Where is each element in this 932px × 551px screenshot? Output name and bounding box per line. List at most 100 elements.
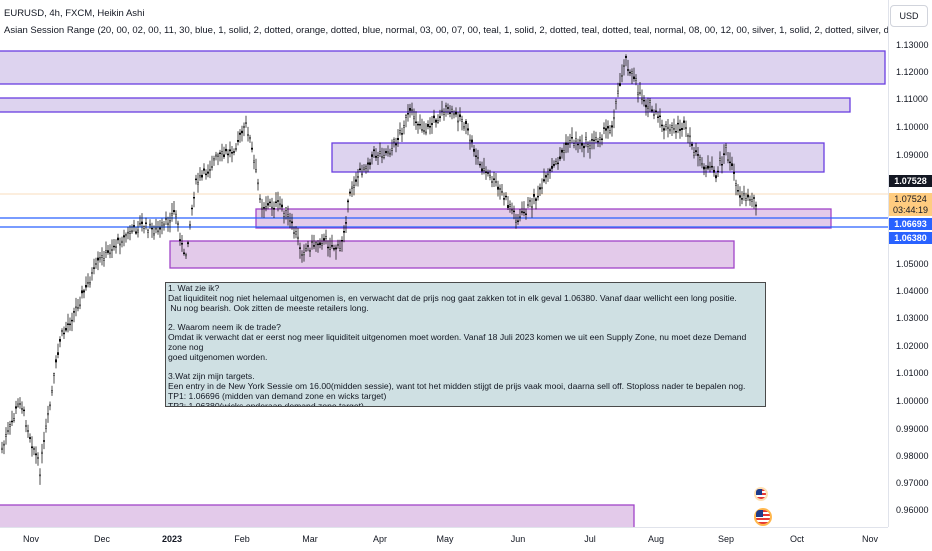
candle-body: [547, 173, 550, 176]
candle-body: [685, 127, 688, 129]
supply-zone-2[interactable]: [0, 97, 851, 113]
candle-body: [144, 222, 147, 224]
price-tick-label: 1.00000: [896, 396, 929, 406]
candle-body: [252, 160, 255, 163]
candle-body: [124, 233, 127, 237]
candle-body: [407, 113, 410, 115]
candle-body: [573, 143, 576, 146]
candle-body: [687, 134, 690, 137]
candle-body: [559, 156, 562, 160]
candle-body: [607, 126, 610, 129]
candle-body: [427, 123, 430, 127]
candle-body: [671, 124, 674, 128]
candle-body: [313, 245, 316, 247]
candle-body: [78, 304, 81, 307]
candle-body: [329, 247, 332, 250]
candle-body: [82, 290, 85, 293]
candle-body: [387, 151, 390, 154]
candle-body: [343, 230, 346, 233]
candle-body: [70, 319, 73, 322]
analysis-note[interactable]: 1. Wat zie ik? Dat liquiditeit nog niet h…: [165, 282, 766, 407]
candle-body: [337, 244, 340, 246]
candle-body: [184, 254, 187, 257]
time-tick-label: Nov: [861, 534, 879, 544]
candle-body: [383, 155, 386, 158]
candle-body: [259, 198, 262, 200]
candle-body: [128, 231, 131, 234]
candle-body: [355, 179, 358, 182]
candle-body: [80, 290, 83, 294]
us-flag-event-icon[interactable]: [754, 487, 768, 501]
candle-body: [371, 154, 374, 157]
time-scale[interactable]: Nov Dec 2023 Feb Mar Apr May Jun Jul Aug Sep Oct Nov: [0, 527, 888, 551]
candle-body: [55, 359, 58, 363]
price-tick-label: 1.01000: [896, 368, 929, 378]
candle-body: [134, 231, 137, 234]
symbol-legend[interactable]: EURUSD, 4h, FXCM, Heikin Ashi: [4, 8, 145, 19]
us-flag-event-icon[interactable]: [754, 508, 772, 526]
candle-body: [465, 121, 468, 125]
candle-body: [186, 242, 189, 245]
candle-body: [455, 111, 458, 115]
candle-body: [691, 143, 694, 146]
candle-body: [367, 162, 370, 165]
candle-body: [110, 249, 113, 251]
candle-body: [487, 172, 490, 174]
candle-body: [745, 198, 748, 201]
candle-body: [599, 137, 602, 140]
candle-body: [415, 121, 418, 124]
candle-body: [519, 215, 522, 218]
note-line: 3.Wat zijn mijn targets.: [168, 371, 255, 382]
candle-body: [166, 222, 169, 225]
candle-body: [204, 173, 207, 176]
candle-body: [192, 196, 195, 199]
candle-body: [295, 231, 298, 235]
candle-body: [721, 163, 724, 166]
candle-body: [509, 204, 512, 207]
candle-body: [489, 174, 492, 178]
candle-body: [451, 108, 454, 112]
supply-zone-top[interactable]: [0, 50, 886, 85]
note-line: TP1: 1.06696 (midden van demand zone en …: [168, 390, 387, 401]
candle-body: [158, 227, 161, 230]
candle-body: [164, 218, 167, 220]
candle-body: [224, 148, 227, 152]
candle-body: [72, 311, 75, 313]
candle-body: [411, 109, 414, 111]
candle-body: [421, 128, 424, 131]
demand-zone-2[interactable]: [169, 240, 735, 269]
candle-body: [629, 71, 632, 74]
candle-body: [240, 130, 243, 134]
indicator-legend[interactable]: Asian Session Range (20, 00, 02, 00, 11,…: [4, 25, 888, 36]
candle-body: [218, 152, 221, 155]
candle-body: [435, 119, 438, 123]
candle-body: [695, 150, 698, 153]
candle-body: [501, 190, 504, 193]
demand-zone-bottom[interactable]: [0, 504, 635, 527]
candle-body: [172, 210, 175, 213]
candle-body: [214, 154, 217, 157]
candle-body: [178, 239, 181, 241]
currency-button[interactable]: USD: [890, 5, 928, 27]
candle-body: [112, 245, 115, 248]
candle-body: [659, 115, 662, 118]
candle-body: [41, 451, 44, 454]
candle-body: [515, 220, 518, 223]
candle-body: [102, 258, 105, 261]
candle-body: [363, 167, 366, 170]
candle-body: [291, 221, 294, 224]
price-chart[interactable]: [0, 0, 888, 527]
candle-body: [341, 239, 344, 242]
candle-body: [635, 78, 638, 81]
candle-body: [277, 200, 280, 202]
candle-body: [216, 154, 219, 157]
price-scale[interactable]: 1.130001.120001.110001.100001.090001.080…: [888, 0, 932, 527]
candle-body: [265, 206, 268, 209]
candle-body: [473, 148, 476, 152]
candle-body: [126, 231, 129, 234]
candle-body: [713, 169, 716, 173]
note-line: 2. Waarom neem ik de trade?: [168, 322, 281, 333]
candle-body: [361, 173, 364, 176]
time-tick-label: Dec: [93, 534, 111, 544]
candle-body: [257, 182, 260, 185]
